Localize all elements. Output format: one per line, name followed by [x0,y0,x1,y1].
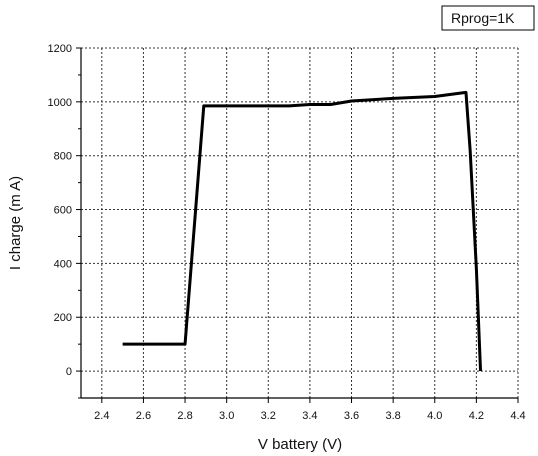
y-tick-label: 1200 [48,43,72,55]
x-tick-labels: 2.4 2.6 2.8 3.0 3.2 3.4 3.6 3.8 4.0 4.2 4.4 [94,410,525,422]
y-axis-label: I charge (m A) [7,176,24,270]
x-tick-label: 2.8 [177,410,192,422]
y-tick-label: 200 [54,312,72,324]
x-tick-label: 3.8 [385,410,400,422]
x-tick-label: 3.0 [219,410,234,422]
axes [80,48,518,399]
series-line [122,90,483,372]
legend-box: Rprog=1K [441,5,535,31]
y-tick-label: 400 [54,258,72,270]
ticks [76,47,519,403]
y-tick-label: 1000 [48,97,72,109]
x-tick-label: 2.6 [136,410,151,422]
y-tick-labels: 0 200 400 600 800 1000 1200 [48,43,72,378]
x-tick-label: 4.0 [427,410,442,422]
x-tick-label: 4.2 [469,410,484,422]
x-tick-label: 3.6 [344,410,359,422]
x-tick-label: 3.2 [261,410,276,422]
x-tick-label: 4.4 [510,410,525,422]
y-tick-label: 600 [54,205,72,217]
legend-text: Rprog=1K [451,10,515,26]
x-axis-label: V battery (V) [258,436,342,453]
x-tick-label: 3.4 [302,410,317,422]
x-tick-label: 2.4 [94,410,109,422]
y-tick-label: 800 [54,151,72,163]
y-tick-label: 0 [66,366,72,378]
grid [81,47,519,398]
